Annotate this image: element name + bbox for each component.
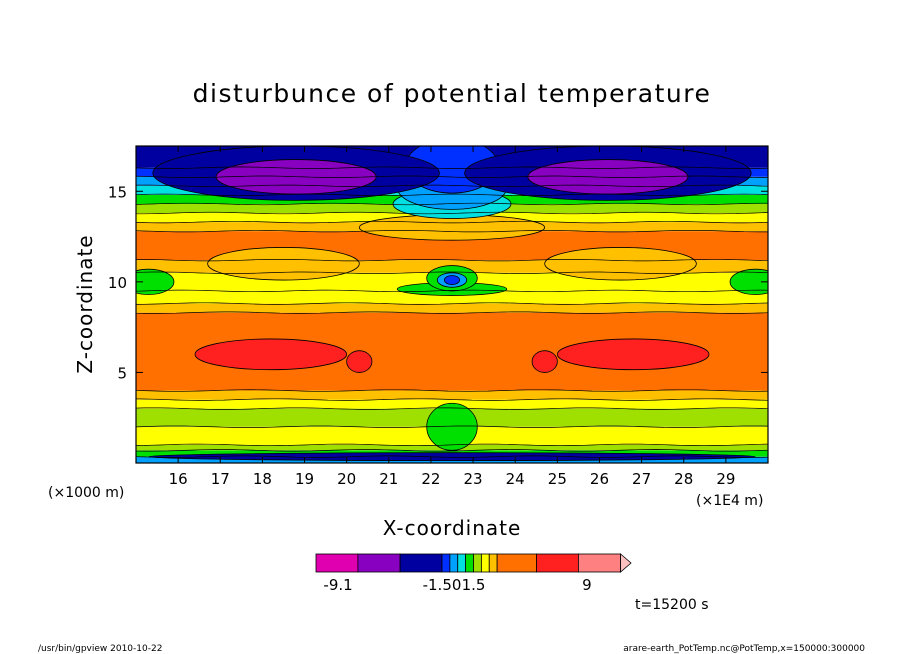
x-tick-label-20: 20 xyxy=(337,470,356,488)
x-unit-right: (×1E4 m) xyxy=(696,493,763,509)
contour-feature-0 xyxy=(194,338,348,371)
time-label: t=15200 s xyxy=(635,597,709,613)
colorbar-segment-8 xyxy=(480,553,490,573)
contour-line-12 xyxy=(136,229,768,233)
contour-feature-11 xyxy=(729,268,768,295)
colorbar-labels: -9.1 -1.50 1.5 9 xyxy=(323,576,591,594)
y-axis-label: Z-coordinate xyxy=(73,234,97,373)
footer-right: arare-earth_PotTemp.nc@PotTemp,x=150000:… xyxy=(623,644,865,654)
contour-line-7 xyxy=(136,311,768,314)
x-tick-label-22: 22 xyxy=(421,470,440,488)
x-tick-label-28: 28 xyxy=(674,470,693,488)
contour-feature-4 xyxy=(207,247,360,281)
y-tick-label-15: 15 xyxy=(108,183,127,201)
x-tick-label-18: 18 xyxy=(253,470,272,488)
contour-feature-21 xyxy=(148,452,756,462)
colorbar-segment-11 xyxy=(536,553,579,573)
contour-line-10 xyxy=(136,271,768,274)
contour-feature-10 xyxy=(136,268,175,295)
contour-line-14 xyxy=(136,211,768,215)
contour-line-11 xyxy=(136,258,768,262)
x-tick-label-16: 16 xyxy=(169,470,188,488)
contour-feature-5 xyxy=(544,247,697,281)
x-tick-label-19: 19 xyxy=(295,470,314,488)
plot-area xyxy=(136,146,768,463)
contour-feature-2 xyxy=(346,350,373,373)
x-tick-label-23: 23 xyxy=(464,470,483,488)
contour-line-9 xyxy=(136,289,768,293)
x-tick-label-25: 25 xyxy=(548,470,567,488)
contour-line-4 xyxy=(136,407,768,410)
contour-line-2 xyxy=(136,443,768,447)
colorbar-label-2: 1.5 xyxy=(462,576,486,594)
colorbar xyxy=(315,553,632,573)
y-axis-ticks: 5 10 15 xyxy=(108,183,768,382)
x-tick-label-21: 21 xyxy=(379,470,398,488)
x-tick-label-27: 27 xyxy=(632,470,651,488)
contour-line-0 xyxy=(136,455,768,458)
contour-line-18 xyxy=(136,175,768,178)
contour-line-17 xyxy=(136,184,768,188)
colorbar-segment-0 xyxy=(315,553,359,573)
y-tick-label-10: 10 xyxy=(108,274,127,292)
colorbar-segment-12 xyxy=(577,553,622,573)
colorbar-segment-3 xyxy=(441,553,451,573)
x-tick-label-26: 26 xyxy=(590,470,609,488)
colorbar-segment-6 xyxy=(465,553,474,573)
colorbar-segment-9 xyxy=(488,553,498,573)
contour-line-1 xyxy=(136,449,768,452)
x-tick-label-24: 24 xyxy=(506,470,525,488)
contour-line-3 xyxy=(136,425,768,428)
x-tick-label-29: 29 xyxy=(716,470,735,488)
contour-band-8 xyxy=(136,303,768,313)
contour-band-9 xyxy=(136,290,768,304)
footer-left: /usr/bin/gpview 2010-10-22 xyxy=(38,644,162,654)
contour-line-13 xyxy=(136,220,768,224)
contour-feature-9 xyxy=(444,275,460,285)
x-tick-label-17: 17 xyxy=(211,470,230,488)
colorbar-segment-10 xyxy=(496,553,537,573)
colorbar-segment-2 xyxy=(399,553,443,573)
colorbar-segment-1 xyxy=(357,553,401,573)
colorbar-segment-7 xyxy=(473,553,482,573)
contour-feature-1 xyxy=(556,338,710,371)
contour-line-8 xyxy=(136,302,768,305)
contour-band-6 xyxy=(136,390,768,400)
colorbar-label-1: -1.50 xyxy=(423,576,462,594)
plot-frame xyxy=(135,145,769,464)
y-tick-label-5: 5 xyxy=(117,364,127,382)
colorbar-segment-5 xyxy=(457,553,467,573)
contour-line-16 xyxy=(136,193,768,197)
contour-feature-3 xyxy=(531,350,558,373)
x-axis-ticks: 16 17 18 19 20 21 22 23 24 25 26 27 28 29 xyxy=(169,146,735,488)
contour-line-19 xyxy=(136,166,768,169)
colorbar-arrow xyxy=(620,553,632,573)
contour-lines xyxy=(136,166,768,458)
contour-line-5 xyxy=(136,398,768,401)
contour-line-6 xyxy=(136,389,768,392)
x-axis-label: X-coordinate xyxy=(383,516,522,540)
contour-line-15 xyxy=(136,202,768,206)
x-unit-left: (×1000 m) xyxy=(48,485,124,501)
colorbar-label-0: -9.1 xyxy=(323,576,352,594)
colorbar-label-3: 9 xyxy=(582,576,592,594)
colorbar-segment-4 xyxy=(449,553,459,573)
chart-title: disturbunce of potential temperature xyxy=(193,79,712,108)
